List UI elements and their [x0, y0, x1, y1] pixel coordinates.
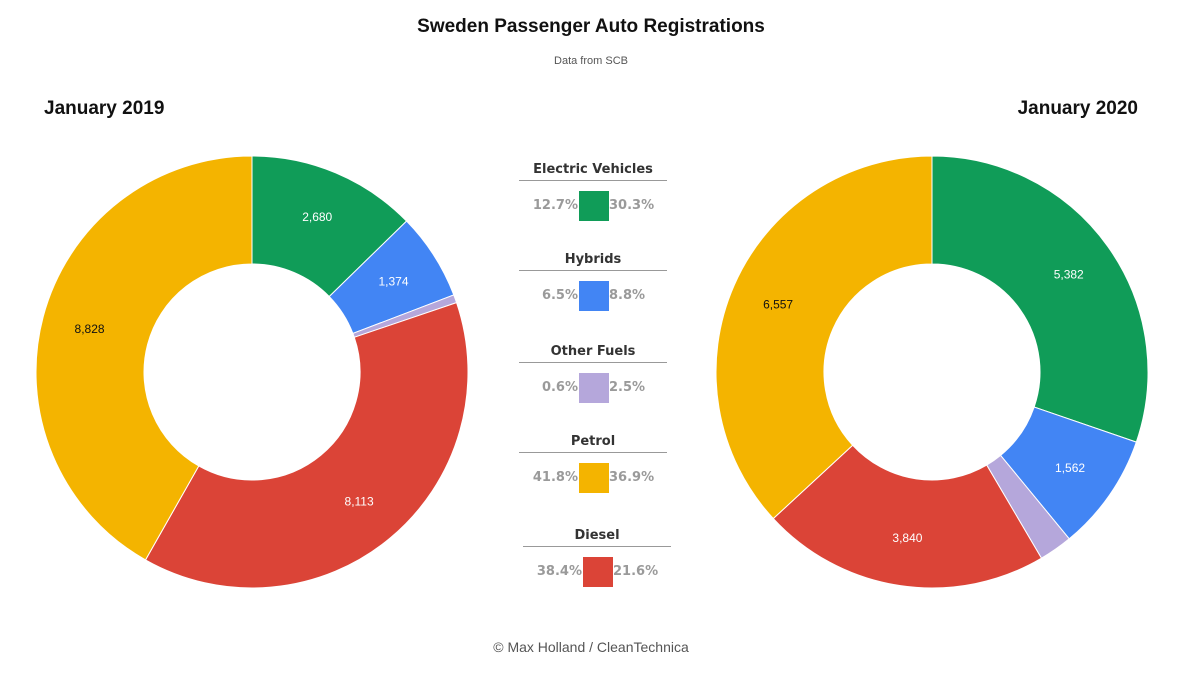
legend-item: Other Fuels 0.6% 2.5%: [508, 342, 678, 403]
legend-pct-2020: 2.5%: [609, 380, 646, 395]
legend-pct-2020: 21.6%: [613, 564, 659, 579]
donut-slice: [715, 155, 933, 520]
slice-value-label: 2,680: [302, 210, 332, 224]
legend-pct-2019: 12.7%: [532, 198, 578, 213]
donut-slice: [251, 155, 408, 298]
legend-pct-2020: 36.9%: [609, 470, 655, 485]
legend-item: Petrol 41.8% 36.9%: [508, 432, 678, 493]
donut-chart-2019: 2,680 1,374 8,113 8,828: [35, 155, 469, 589]
legend-row: 6.5% 8.8%: [508, 281, 678, 311]
chart-title: Sweden Passenger Auto Registrations: [417, 16, 765, 37]
legend-pct-2019: 41.8%: [532, 470, 578, 485]
legend-item: Electric Vehicles 12.7% 30.3%: [508, 160, 678, 221]
legend-swatch: [579, 191, 609, 221]
legend-item: Diesel 38.4% 21.6%: [512, 526, 682, 587]
slice-value-label: 8,828: [75, 322, 105, 336]
legend-swatch: [583, 557, 613, 587]
donut-slice: [931, 155, 1149, 443]
legend-pct-2020: 8.8%: [609, 288, 646, 303]
legend-label: Electric Vehicles: [519, 162, 667, 181]
legend-row: 0.6% 2.5%: [508, 373, 678, 403]
legend-label: Hybrids: [519, 252, 667, 271]
donut-slice: [35, 155, 253, 561]
legend-pct-2019: 0.6%: [541, 380, 578, 395]
slice-value-label: 1,374: [378, 274, 408, 288]
legend-row: 12.7% 30.3%: [508, 191, 678, 221]
legend-label: Petrol: [519, 434, 667, 453]
slice-value-label: 8,113: [345, 494, 374, 508]
slice-value-label: 6,557: [763, 298, 793, 312]
legend-row: 38.4% 21.6%: [512, 557, 682, 587]
slice-value-label: 1,562: [1055, 461, 1085, 475]
legend-pct-2019: 6.5%: [541, 288, 578, 303]
slice-value-label: 3,840: [892, 531, 922, 545]
donut-slice: [772, 444, 1043, 589]
legend-swatch: [579, 373, 609, 403]
chart-heading-2019: January 2019: [44, 98, 165, 119]
donut-chart-2020: 5,382 1,562 3,840 6,557: [715, 155, 1149, 589]
legend-label: Diesel: [523, 528, 671, 547]
chart-heading-2020: January 2020: [1017, 98, 1138, 119]
legend-pct-2020: 30.3%: [609, 198, 655, 213]
legend-pct-2019: 38.4%: [536, 564, 582, 579]
legend-swatch: [579, 463, 609, 493]
credit-text: © Max Holland / CleanTechnica: [493, 639, 689, 655]
legend-item: Hybrids 6.5% 8.8%: [508, 250, 678, 311]
legend-label: Other Fuels: [519, 344, 667, 363]
chart-subtitle: Data from SCB: [554, 55, 628, 67]
legend-swatch: [579, 281, 609, 311]
slice-value-label: 5,382: [1054, 267, 1084, 281]
donut-slice: [144, 301, 469, 589]
legend-row: 41.8% 36.9%: [508, 463, 678, 493]
